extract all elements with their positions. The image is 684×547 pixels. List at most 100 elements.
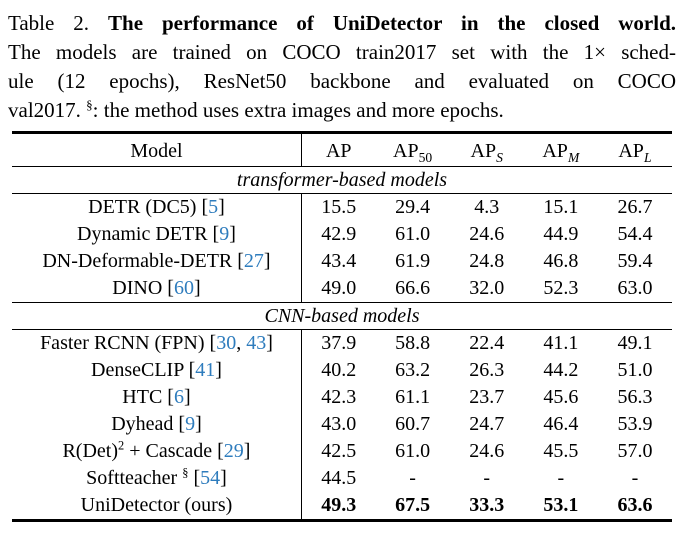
metric-value-cell: 52.3	[543, 277, 579, 299]
metric-value-cell: -	[409, 467, 416, 489]
model-name-cell: Dyhead [9]	[111, 413, 202, 435]
metric-value-cell: 61.0	[395, 440, 431, 462]
metric-value-cell: 63.6	[617, 494, 653, 516]
col-header-subscript: 50	[418, 150, 433, 165]
citation-link[interactable]: 60	[173, 277, 194, 299]
metric-value-cell: 44.2	[543, 359, 579, 381]
metric-value-cell: 61.0	[395, 223, 431, 245]
section-header-row: CNN-based models	[12, 302, 672, 330]
metric-value-cell: -	[631, 467, 639, 489]
model-name-cell: Dynamic DETR [9]	[77, 223, 236, 245]
col-header-apm: APM	[523, 132, 598, 167]
citation-link[interactable]: 9	[219, 223, 230, 245]
metric-value-cell: 51.0	[617, 359, 653, 381]
metric-value-cell: 40.2	[300, 357, 376, 384]
caption-line-2: The models are trained on COCO train2017…	[8, 40, 676, 64]
superscript-mark: 2	[118, 438, 125, 453]
section-sign-icon: §	[86, 97, 93, 112]
citation-link[interactable]: 6	[173, 386, 184, 408]
metric-value-cell: 42.3	[300, 384, 376, 411]
table-row: Dyhead [9] 43.0 60.7 24.7 46.4 53.9	[12, 411, 672, 438]
col-header-model: Model	[12, 132, 302, 167]
metric-value-cell: 44.9	[543, 223, 579, 245]
metric-value-cell: 66.6	[395, 277, 431, 299]
citation-link[interactable]: 29	[223, 440, 244, 462]
results-table: Model AP AP50 APS APM APL transformer-based m…	[12, 131, 672, 522]
metric-value-cell: 43.0	[300, 411, 376, 438]
metric-value-cell: 22.4	[469, 332, 505, 354]
table-row: Softteacher § [54] 44.5 - - - -	[12, 465, 672, 492]
table-row: HTC [6] 42.3 61.1 23.7 45.6 56.3	[12, 384, 672, 411]
metric-value-cell: -	[483, 467, 491, 489]
metric-value-cell: 42.5	[300, 438, 376, 465]
metric-value-cell: 24.8	[469, 250, 505, 272]
col-header-apl: APL	[597, 132, 672, 167]
metric-value-cell: 26.3	[469, 359, 505, 381]
section-header-label: transformer-based models	[12, 166, 672, 194]
col-header-subscript: L	[643, 150, 652, 165]
metric-value-cell: 45.6	[543, 386, 579, 408]
metric-value-cell: 63.0	[617, 277, 653, 299]
citation-link[interactable]: 30	[216, 332, 237, 354]
metric-value-cell: 41.1	[543, 332, 579, 354]
table-row: Faster RCNN (FPN) [30, 43] 37.9 58.8 22.4 41…	[12, 329, 672, 357]
metric-value-cell: 59.4	[617, 250, 653, 272]
table-row: Dynamic DETR [9] 42.9 61.0 24.6 44.9 54.4	[12, 221, 672, 248]
metric-value-cell: 61.9	[395, 250, 431, 272]
citation-link[interactable]: 27	[243, 250, 264, 272]
citation-link[interactable]: 41	[195, 359, 216, 381]
caption-line4-post: : the method uses extra images and more …	[92, 98, 504, 122]
metric-value-cell: 46.4	[543, 413, 579, 435]
col-header-ap: AP	[300, 132, 376, 167]
metric-value-cell: 4.3	[474, 196, 500, 218]
metric-value-cell: 57.0	[617, 440, 653, 462]
metric-value-cell: 23.7	[469, 386, 505, 408]
metric-value-cell: 46.8	[543, 250, 579, 272]
table-header-row: Model AP AP50 APS APM APL	[12, 132, 672, 167]
metric-value-cell: 56.3	[617, 386, 653, 408]
metric-value-cell: 42.9	[300, 221, 376, 248]
caption-line4-pre: val2017.	[8, 98, 87, 122]
metric-value-cell: 43.4	[300, 248, 376, 275]
model-name-cell: DenseCLIP [41]	[91, 359, 222, 381]
metric-value-cell: 24.7	[469, 413, 505, 435]
metric-value-cell: 44.5	[300, 465, 376, 492]
caption-title: The performance of UniDetector in the cl…	[108, 11, 676, 35]
table-caption: Table 2. The performance of UniDetector …	[8, 9, 676, 125]
metric-value-cell: 24.6	[469, 440, 505, 462]
model-name-cell: Faster RCNN (FPN) [30, 43]	[40, 332, 273, 354]
table-row: DN-Deformable-DETR [27] 43.4 61.9 24.8 46.8 5…	[12, 248, 672, 275]
citation-link[interactable]: 5	[208, 196, 219, 218]
citation-link[interactable]: 43	[246, 332, 267, 354]
metric-value-cell: 49.3	[300, 492, 376, 521]
model-name-cell: DETR (DC5) [5]	[88, 196, 225, 218]
metric-value-cell: 15.5	[300, 193, 376, 221]
model-name-cell: Softteacher § [54]	[86, 465, 227, 489]
metric-value-cell: 61.1	[395, 386, 431, 408]
col-header-aps: APS	[449, 132, 524, 167]
metric-value-cell: 32.0	[469, 277, 505, 299]
metric-value-cell: 29.4	[395, 196, 431, 218]
metric-value-cell: 49.0	[300, 275, 376, 303]
metric-value-cell: -	[557, 467, 565, 489]
metric-value-cell: 15.1	[543, 196, 579, 218]
col-header-subscript: M	[567, 150, 580, 165]
metric-value-cell: 53.1	[543, 494, 579, 516]
metric-value-cell: 60.7	[395, 413, 431, 435]
citation-link[interactable]: 9	[185, 413, 196, 435]
metric-value-cell: 33.3	[469, 494, 505, 516]
caption-line-1: Table 2. The performance of UniDetector …	[8, 9, 676, 38]
section-header-label: CNN-based models	[12, 302, 672, 330]
metric-value-cell: 37.9	[300, 329, 376, 357]
col-header-ap50: AP50	[375, 132, 450, 167]
citation-link[interactable]: 54	[200, 467, 221, 489]
metric-value-cell: 26.7	[617, 196, 653, 218]
superscript-mark: §	[182, 465, 189, 480]
metric-value-cell: 24.6	[469, 223, 505, 245]
metric-value-cell: 67.5	[395, 494, 431, 516]
caption-line-4: val2017. §: the method uses extra images…	[8, 96, 676, 125]
metric-value-cell: 63.2	[395, 359, 431, 381]
table-row: UniDetector (ours) 49.3 67.5 33.3 53.1 63.6	[12, 492, 672, 521]
model-name-cell: HTC [6]	[122, 386, 191, 408]
